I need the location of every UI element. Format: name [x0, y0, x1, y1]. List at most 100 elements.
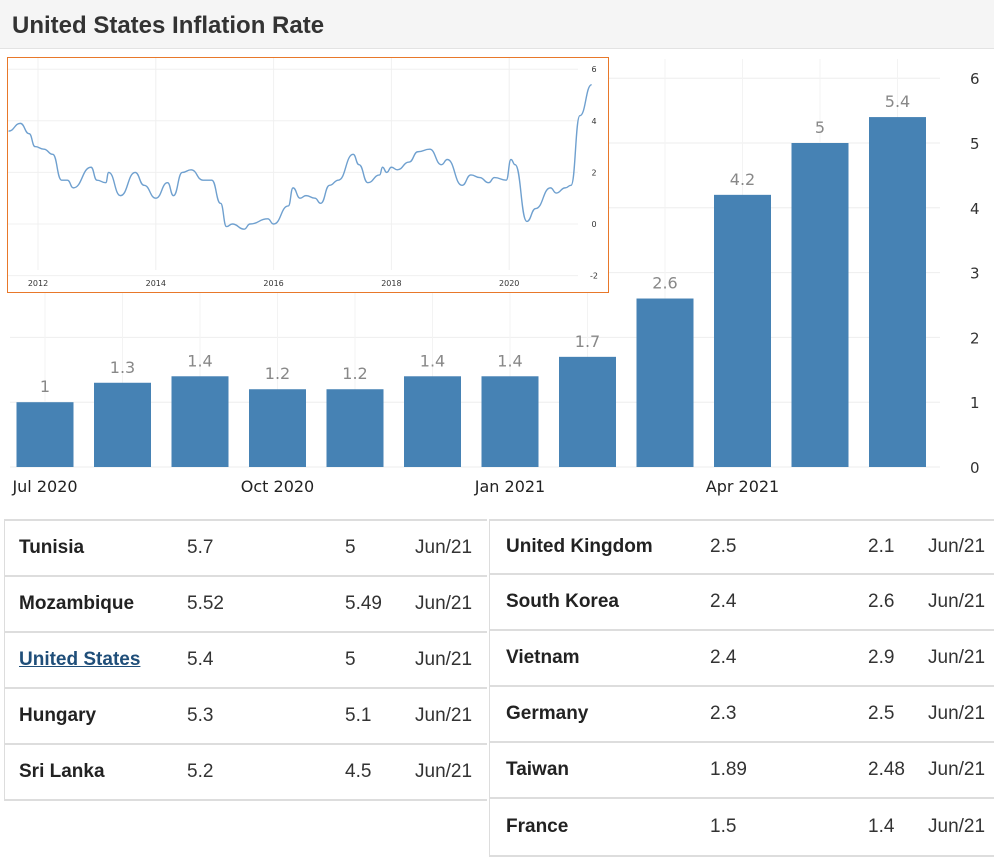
previous-value: 2.9	[868, 647, 895, 668]
bar-data-label: 1.3	[110, 358, 135, 377]
country-name: France	[506, 816, 569, 837]
table-row: Taiwan 1.89 2.48 Jun/21	[490, 741, 994, 797]
reference-value: Jun/21	[928, 816, 986, 837]
bar	[16, 402, 74, 467]
reference-value: Jun/21	[928, 647, 986, 668]
table-row: South Korea 2.4 2.6 Jun/21	[490, 573, 994, 629]
previous-value: 2.6	[868, 591, 895, 612]
table-row: Germany 2.3 2.5 Jun/21	[490, 685, 994, 741]
reference-value: Jun/21	[928, 591, 986, 612]
table-row: Hungary 5.3 5.1 Jun/21	[5, 687, 487, 743]
last-value: 5.52	[187, 593, 224, 614]
bar-data-label: 1.2	[265, 364, 290, 383]
country-name: Vietnam	[506, 647, 580, 668]
last-value: 5.7	[187, 537, 214, 558]
page-title: United States Inflation Rate	[12, 12, 325, 39]
bar	[249, 389, 306, 467]
y-tick-label: 3	[970, 265, 980, 283]
country-name: Germany	[506, 703, 589, 724]
y-tick-label: 0	[970, 459, 980, 477]
last-value: 2.5	[710, 536, 737, 557]
y-tick-label: 5	[970, 135, 980, 153]
country-name: Sri Lanka	[19, 761, 105, 782]
country-name: United Kingdom	[506, 536, 653, 557]
table-row: Vietnam 2.4 2.9 Jun/21	[490, 629, 994, 685]
reference-value: Jun/21	[415, 761, 473, 782]
country-name: Taiwan	[506, 759, 569, 780]
table-row: France 1.5 1.4 Jun/21	[490, 797, 994, 855]
x-tick-label: Jul 2020	[11, 477, 77, 496]
reference-value: Jun/21	[415, 649, 473, 670]
x-tick-label: Apr 2021	[706, 477, 779, 496]
previous-value: 5.49	[345, 593, 382, 614]
x-tick-label: Jan 2021	[474, 477, 545, 496]
y-tick-label: 4	[591, 117, 596, 126]
previous-value: 2.5	[868, 703, 895, 724]
table-row: Mozambique 5.52 5.49 Jun/21	[5, 575, 487, 631]
bar-data-label: 1.4	[420, 351, 445, 370]
inflation-line	[8, 83, 593, 230]
table-row: Tunisia 5.7 5 Jun/21	[5, 519, 487, 575]
bar	[869, 117, 926, 467]
bar-data-label: 5	[815, 118, 825, 137]
table-row: Sri Lanka 5.2 4.5 Jun/21	[5, 743, 487, 799]
reference-value: Jun/21	[415, 593, 473, 614]
y-tick-label: 6	[591, 65, 596, 74]
bar	[171, 376, 229, 467]
last-value: 5.4	[187, 649, 214, 670]
x-tick-label: 2018	[381, 279, 401, 288]
bar-data-label: 1	[40, 377, 50, 396]
x-tick-label: Oct 2020	[241, 477, 314, 496]
reference-value: Jun/21	[415, 705, 473, 726]
y-tick-label: 4	[970, 200, 980, 218]
bar	[481, 376, 539, 467]
country-link[interactable]: United States	[19, 649, 141, 670]
x-tick-label: 2020	[499, 279, 519, 288]
bar	[791, 143, 849, 467]
reference-value: Jun/21	[928, 759, 986, 780]
previous-value: 5.1	[345, 705, 372, 726]
previous-value: 4.5	[345, 761, 372, 782]
historical-line-chart[interactable]: -2 0 2 4 6 2012 2014 2016 2018 2020	[7, 57, 609, 293]
bar-data-label: 1.7	[575, 332, 600, 351]
reference-value: Jun/21	[928, 536, 986, 557]
y-tick-label: 2	[591, 168, 596, 177]
bar	[94, 382, 151, 467]
country-name: Mozambique	[19, 593, 135, 614]
country-name: Hungary	[19, 705, 97, 726]
bar-data-label: 4.2	[730, 170, 755, 189]
y-tick-label: 1	[970, 394, 980, 412]
bar-data-label: 1.2	[342, 364, 367, 383]
last-value: 5.2	[187, 761, 214, 782]
last-value: 2.3	[710, 703, 737, 724]
y-tick-label: 6	[970, 70, 980, 88]
country-table-left: Tunisia 5.7 5 Jun/21 Mozambique 5.52 5.49 Jun/2…	[4, 519, 487, 801]
reference-value: Jun/21	[928, 703, 986, 724]
reference-value: Jun/21	[415, 537, 473, 558]
previous-value: 2.48	[868, 759, 905, 780]
bar	[559, 356, 616, 467]
last-value: 1.89	[710, 759, 747, 780]
table-row: United States 5.4 5 Jun/21	[5, 631, 487, 687]
bar-data-label: 1.4	[187, 351, 212, 370]
y-tick-label: -2	[590, 272, 598, 281]
x-tick-label: 2012	[28, 279, 48, 288]
bar-data-label: 1.4	[497, 351, 522, 370]
x-tick-label: 2016	[263, 279, 283, 288]
bar-data-label: 2.6	[652, 274, 677, 293]
last-value: 2.4	[710, 647, 737, 668]
previous-value: 2.1	[868, 536, 895, 557]
bar	[714, 194, 771, 467]
bar	[636, 298, 694, 467]
previous-value: 5	[345, 649, 356, 670]
page-header: United States Inflation Rate	[0, 0, 994, 49]
last-value: 2.4	[710, 591, 737, 612]
table-divider	[5, 799, 487, 801]
table-row: United Kingdom 2.5 2.1 Jun/21	[490, 519, 994, 573]
last-value: 1.5	[710, 816, 737, 837]
y-tick-label: 2	[970, 329, 980, 347]
previous-value: 5	[345, 537, 356, 558]
country-table-right: United Kingdom 2.5 2.1 Jun/21 South Korea 2.4…	[489, 519, 994, 857]
y-tick-label: 0	[591, 220, 596, 229]
x-tick-label: 2014	[146, 279, 166, 288]
